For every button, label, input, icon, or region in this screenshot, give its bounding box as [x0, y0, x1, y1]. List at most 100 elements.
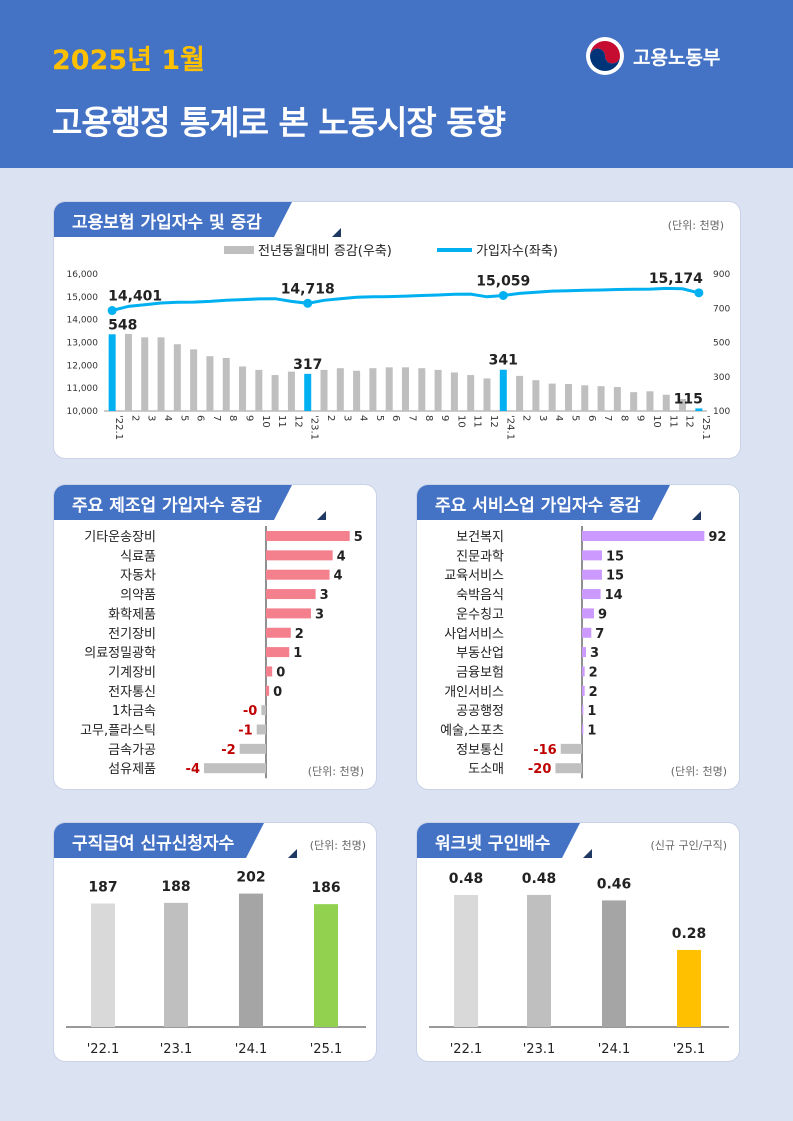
left-axis-tick: 16,000: [67, 270, 99, 280]
insurance-panel-title: 고용보험 가입자수 및 증감: [54, 202, 292, 237]
worknet-panel: 워크넷 구인배수 (신규 구인/구직) 0.48'22.1 0.48'23.1 0.…: [416, 822, 740, 1062]
right-axis-tick: 300: [713, 373, 730, 383]
bar-change: [353, 370, 361, 411]
bar-change: [516, 375, 524, 411]
bar-value: [454, 894, 478, 1027]
x-tick-label: 3: [341, 415, 352, 421]
bar-change: [304, 373, 312, 411]
line-marker: [107, 306, 117, 316]
worknet-chart: 0.48 '22.1 0.48 '23.1 0.46 '24.1 0.28 '25.1: [429, 871, 729, 1057]
x-tick-label: '23.1: [309, 415, 320, 440]
value-label: 1: [587, 704, 596, 719]
bar-value: [204, 763, 266, 774]
legend-swatch-change: [224, 246, 254, 254]
left-axis-tick: 11,000: [67, 384, 99, 394]
x-tick-label: 10: [455, 415, 466, 428]
category-label: 도소매: [468, 762, 504, 777]
bar-value: [555, 763, 582, 774]
bar-change: [222, 357, 230, 411]
x-tick-label: 3: [146, 415, 157, 421]
bar-value: [582, 608, 594, 619]
bar-value: [239, 743, 266, 754]
manufacturing-chart: 기타운송장비 5 식료품 4 자동차 4 의약품 3 화학제품 3 전기장비 2 의료정밀광학 1 기계장비…: [80, 526, 363, 779]
category-label: 사업서비스: [444, 627, 504, 642]
value-label: -1: [238, 724, 252, 739]
bar-change: [239, 366, 247, 411]
x-tick-label: 12: [292, 415, 303, 428]
bar-change: [173, 344, 181, 411]
x-tick-label: 9: [244, 415, 255, 421]
x-tick-label: 4: [358, 415, 369, 421]
bar-value: [582, 647, 586, 658]
worknet-unit: (신규 구인/구직): [650, 839, 727, 852]
right-axis-tick: 900: [713, 270, 730, 280]
manufacturing-panel: 주요 제조업 가입자수 증감 (단위: 천명) 기타운송장비 5 식료품 4 자동차 4 의…: [53, 484, 377, 790]
value-label: 9: [598, 607, 607, 622]
header-banner: 2025년 1월 고용행정 통계로 본 노동시장 동향 고용노동부: [0, 0, 793, 168]
page-title: 고용행정 통계로 본 노동시장 동향: [52, 103, 506, 142]
bar-value: [582, 705, 584, 716]
bar-value: [266, 627, 291, 638]
category-label: 교육서비스: [444, 569, 504, 584]
category-label: 전자통신: [108, 685, 156, 700]
left-axis-tick: 13,000: [67, 339, 99, 349]
x-tick-label: 12: [684, 415, 695, 428]
manufacturing-panel-title: 주요 제조업 가입자수 증감: [54, 485, 292, 520]
category-label: 진문과학: [456, 549, 504, 564]
value-label: 188: [161, 879, 190, 895]
x-tick-label: 2: [521, 415, 532, 421]
value-label: 3: [590, 646, 599, 661]
left-axis-tick: 12,000: [67, 361, 99, 371]
bar-change: [450, 372, 458, 411]
bar-change: [564, 383, 572, 411]
line-value-label: 15,059: [476, 273, 530, 289]
x-tick-label: 5: [569, 415, 580, 421]
value-label: 0.48: [522, 871, 557, 887]
bar-value: [266, 647, 290, 658]
bar-value-label: 317: [293, 357, 322, 373]
bar-change: [255, 369, 263, 411]
value-label: 187: [88, 879, 117, 895]
bar-change: [532, 380, 540, 411]
line-marker: [498, 290, 508, 300]
bar-change: [141, 337, 149, 411]
category-label: 정보통신: [456, 743, 504, 758]
value-label: 5: [354, 530, 363, 545]
bar-value: [314, 904, 338, 1027]
bar-change: [695, 408, 703, 411]
bar-change: [418, 368, 426, 411]
bar-change: [679, 399, 687, 411]
bar-value: [266, 589, 316, 600]
bar-value: [582, 589, 601, 600]
value-label: 0.48: [449, 871, 484, 887]
x-tick-label: '24.1: [504, 415, 515, 440]
category-label: 기타운송장비: [84, 530, 156, 545]
insurance-chart: 전년동월대비 증감(우축) 가입자수(좌축) 10,000 11,000 12,000 1…: [67, 244, 731, 440]
x-tick-label: '25.1: [673, 1042, 706, 1057]
category-label: 개인서비스: [444, 685, 504, 700]
left-axis-tick: 15,000: [67, 293, 99, 303]
category-label: 금속가공: [108, 743, 156, 758]
bar-value: [582, 531, 705, 541]
bar-change: [581, 385, 589, 411]
worknet-panel-title: 워크넷 구인배수: [417, 823, 581, 858]
bar-value: [266, 685, 270, 696]
bar-change: [630, 392, 638, 411]
bar-change: [662, 394, 670, 411]
bar-value: [582, 666, 585, 677]
value-label: 2: [589, 685, 598, 700]
category-label: 기계장비: [108, 665, 156, 680]
x-tick-label: '24.1: [235, 1042, 268, 1057]
x-tick-label: 2: [129, 415, 140, 421]
x-tick-label: 5: [374, 415, 385, 421]
bar-value: [582, 627, 592, 638]
ministry-name: 고용노동부: [633, 46, 721, 69]
value-label: 202: [236, 870, 265, 886]
value-label: -2: [221, 743, 235, 758]
bar-value-label: 548: [108, 317, 137, 333]
x-tick-label: '25.1: [700, 415, 711, 440]
value-label: -0: [243, 704, 257, 719]
value-label: 0.28: [672, 926, 707, 942]
bar-value: [527, 894, 551, 1027]
bar-change: [287, 371, 295, 411]
